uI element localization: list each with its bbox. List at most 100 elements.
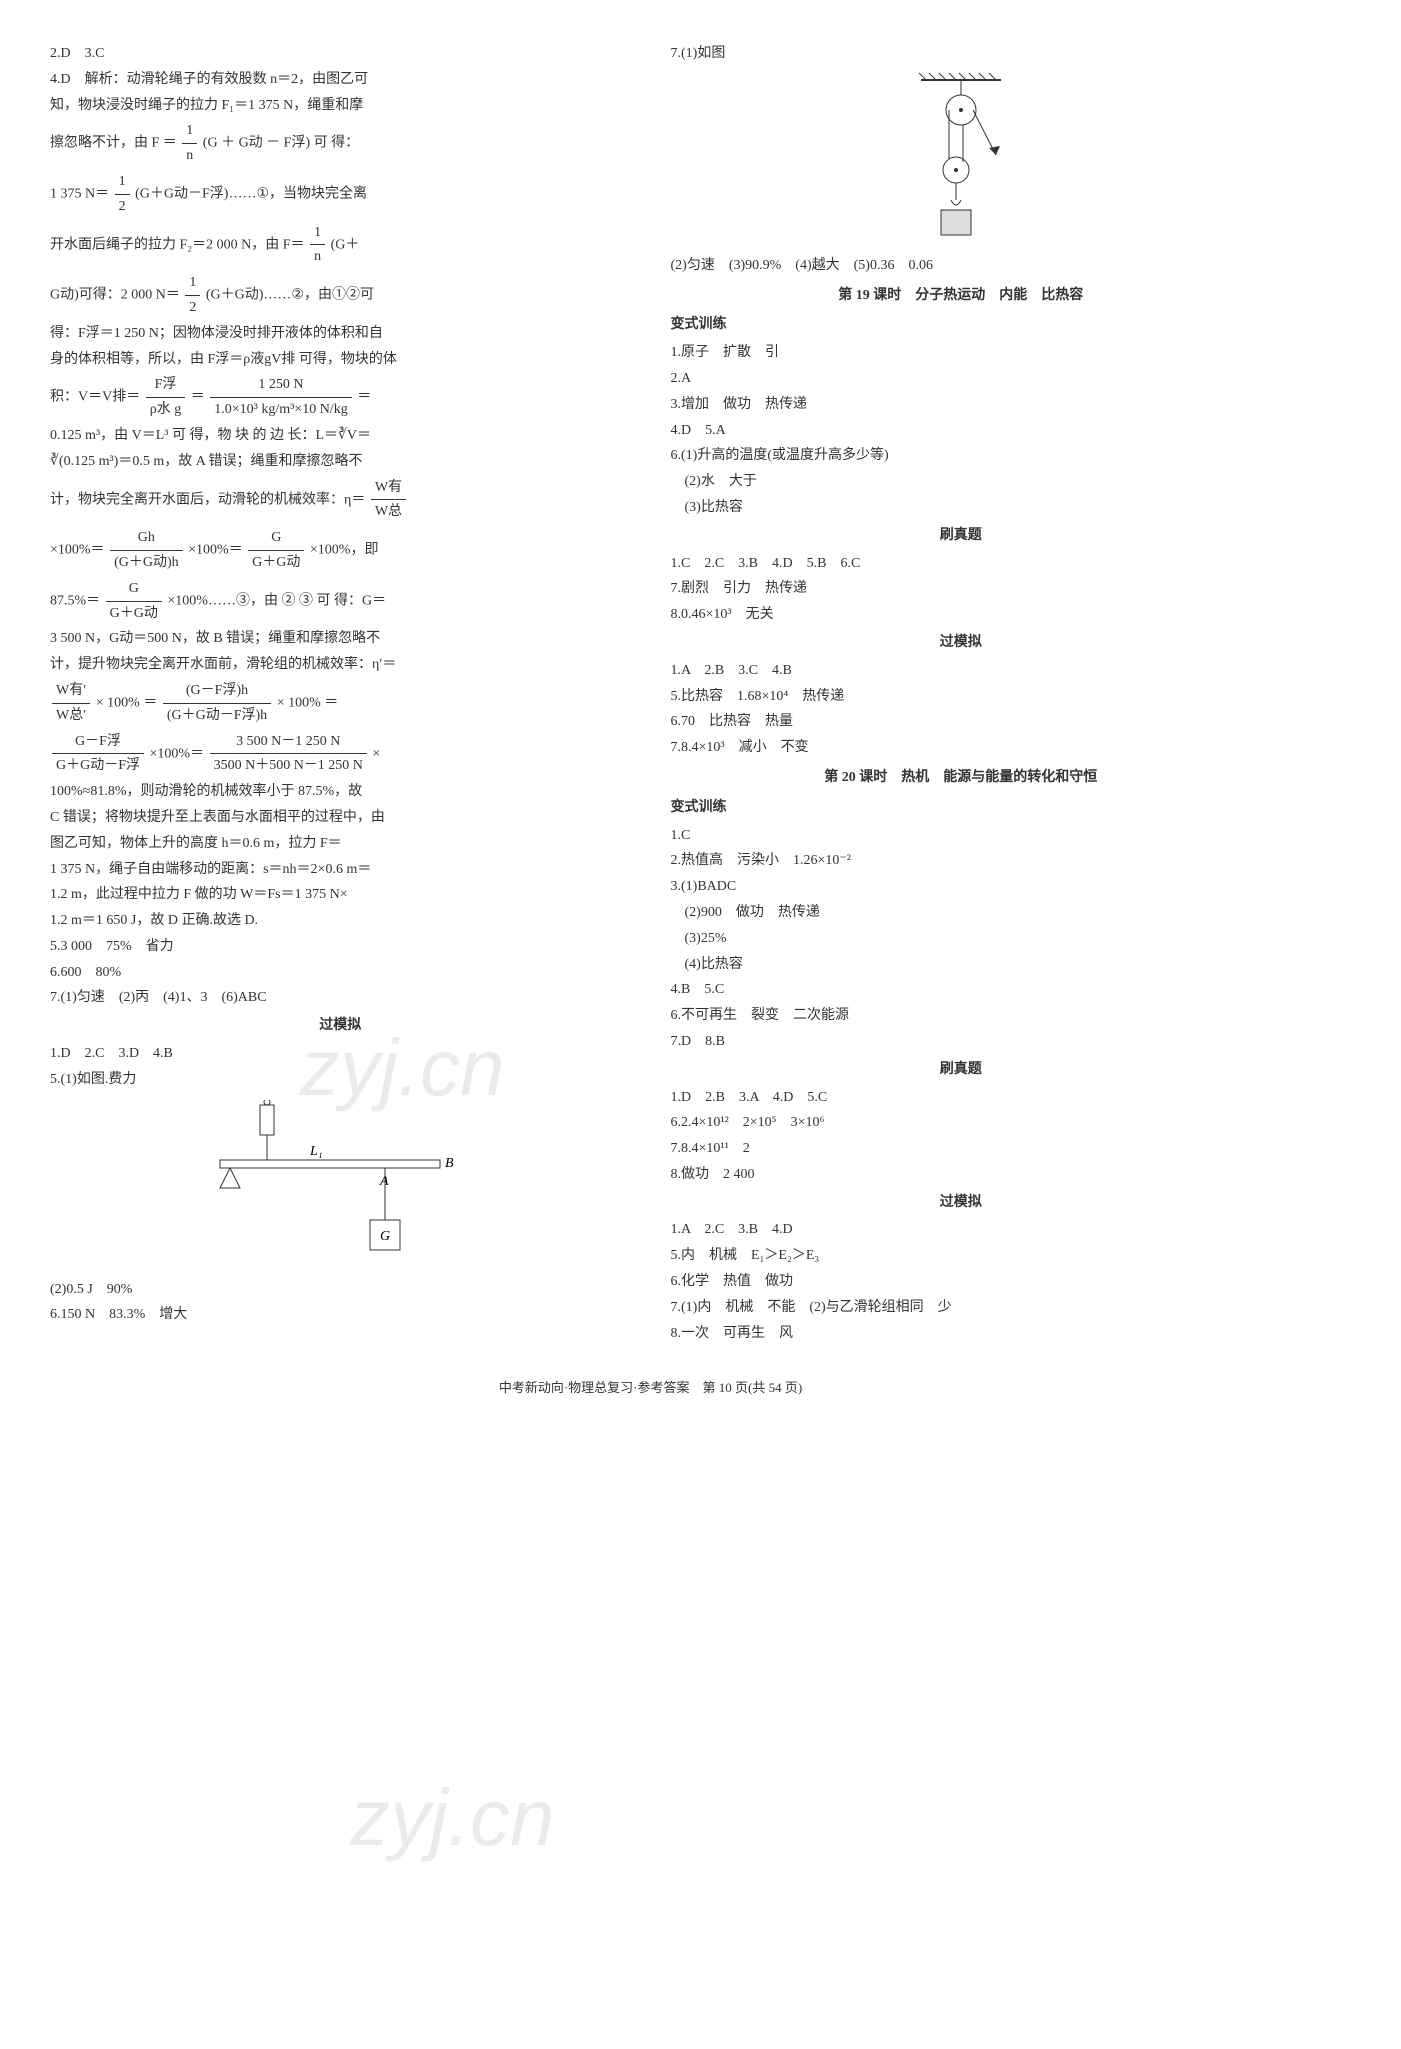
ans-line: 1.原子 扩散 引 <box>671 341 1252 365</box>
text: × 100% ＝ <box>96 695 158 710</box>
text: × <box>372 746 380 761</box>
ans-line: 计，物块完全离开水面后，动滑轮的机械效率：η＝ W有W总 <box>50 476 631 525</box>
ans-line: 7.8.4×10³ 减小 不变 <box>671 736 1252 760</box>
ans-line: 4.D 解析：动滑轮绳子的有效股数 n＝2，由图乙可 <box>50 68 631 92</box>
label-B: B <box>445 1156 454 1171</box>
ans-line: 积：V＝V排＝ F浮ρ水 g ＝ 1 250 N1.0×10³ kg/m³×10… <box>50 373 631 422</box>
page-footer: 中考新动向·物理总复习·参考答案 第 10 页(共 54 页) <box>50 1377 1251 1399</box>
fraction: GG＋G动 <box>106 577 162 626</box>
ans-line: 身的体积相等，所以，由 F浮＝ρ液gV排 可得，物块的体 <box>50 348 631 372</box>
ans-line: (2)匀速 (3)90.9% (4)越大 (5)0.36 0.06 <box>671 254 1252 278</box>
text: ＝ <box>191 390 205 405</box>
mock-title: 过模拟 <box>671 631 1252 655</box>
ans-line: 6.2.4×10¹² 2×10⁵ 3×10⁶ <box>671 1111 1252 1135</box>
ans-line: 1.D 2.B 3.A 4.D 5.C <box>671 1086 1252 1110</box>
text: 积：V＝V排＝ <box>50 390 140 405</box>
ans-line: 开水面后绳子的拉力 F₂＝2 000 N，由 F＝ 1n (G＋ <box>50 221 631 270</box>
ans-line: 1.A 2.C 3.B 4.D <box>671 1218 1252 1242</box>
fraction: 3 500 N－1 250 N3500 N＋500 N－1 250 N <box>210 730 367 779</box>
ans-line: (2)0.5 J 90% <box>50 1278 631 1302</box>
text: (G＋ <box>331 237 360 252</box>
ans-line: 7.(1)匀速 (2)丙 (4)1、3 (6)ABC <box>50 986 631 1010</box>
ans-line: 2.热值高 污染小 1.26×10⁻² <box>671 849 1252 873</box>
ans-line: 4.B 5.C <box>671 978 1252 1002</box>
ans-line: 2.D 3.C <box>50 42 631 66</box>
text: ×100%……③，由 ② ③ 可 得：G＝ <box>167 593 386 608</box>
ans-line: 8.做功 2 400 <box>671 1163 1252 1187</box>
ans-line: 擦忽略不计，由 F ＝ 1n (G ＋ G动 － F浮) 可 得： <box>50 119 631 168</box>
ans-line: 1.2 m，此过程中拉力 F 做的功 W＝Fs＝1 375 N× <box>50 883 631 907</box>
text: ×100%＝ <box>150 746 205 761</box>
ans-line: 3.(1)BADC <box>671 875 1252 899</box>
left-column: 2.D 3.C 4.D 解析：动滑轮绳子的有效股数 n＝2，由图乙可 知，物块浸… <box>50 40 631 1347</box>
label-A: A <box>379 1174 389 1189</box>
ans-line: G－F浮G＋G动－F浮 ×100%＝ 3 500 N－1 250 N3500 N… <box>50 730 631 779</box>
watermark: zyj.cn <box>350 1750 555 1886</box>
ans-line: (2)900 做功 热传递 <box>671 901 1252 925</box>
text: 计，物块完全离开水面后，动滑轮的机械效率：η＝ <box>50 492 365 507</box>
fraction: 1n <box>310 221 325 270</box>
ans-line: 7.(1)内 机械 不能 (2)与乙滑轮组相同 少 <box>671 1296 1252 1320</box>
ans-line: 7.剧烈 引力 热传递 <box>671 577 1252 601</box>
text: (G＋G动－F浮)……①，当物块完全离 <box>135 187 367 202</box>
real-q-title: 刷真题 <box>671 1058 1252 1082</box>
lever-figure: L₁ A B G <box>50 1100 631 1270</box>
fraction: W有′W总′ <box>52 679 90 728</box>
real-q-title: 刷真题 <box>671 524 1252 548</box>
ans-line: 6.600 80% <box>50 961 631 985</box>
ans-line: 6.不可再生 裂变 二次能源 <box>671 1004 1252 1028</box>
ans-line: G动)可得：2 000 N＝ 12 (G＋G动)……②，由①②可 <box>50 271 631 320</box>
text: 87.5%＝ <box>50 593 100 608</box>
ans-line: 7.(1)如图 <box>671 42 1252 66</box>
ans-line: 0.125 m³，由 V＝L³ 可 得，物 块 的 边 长：L＝∛V＝ <box>50 424 631 448</box>
section-20-title: 第 20 课时 热机 能源与能量的转化和守恒 <box>671 766 1252 790</box>
ans-line: (3)25% <box>671 927 1252 951</box>
text: 擦忽略不计，由 F ＝ <box>50 136 177 151</box>
text: 1 375 N＝ <box>50 187 109 202</box>
ans-line: C 错误；将物块提升至上表面与水面相平的过程中，由 <box>50 806 631 830</box>
ans-line: 得：F浮＝1 250 N；因物体浸没时排开液体的体积和自 <box>50 322 631 346</box>
variant-title: 变式训练 <box>671 313 1252 337</box>
ans-line: 100%≈81.8%，则动滑轮的机械效率小于 87.5%，故 <box>50 780 631 804</box>
pulley-figure <box>671 70 1252 250</box>
ans-line: ×100%＝ Gh(G＋G动)h ×100%＝ GG＋G动 ×100%，即 <box>50 526 631 575</box>
label-L1: L₁ <box>309 1144 323 1159</box>
mock-title: 过模拟 <box>671 1191 1252 1215</box>
fraction: 1 250 N1.0×10³ kg/m³×10 N/kg <box>210 373 351 422</box>
ans-line: 5.比热容 1.68×10⁴ 热传递 <box>671 685 1252 709</box>
fraction: GG＋G动 <box>248 526 304 575</box>
text: ×100%＝ <box>188 543 243 558</box>
page: 2.D 3.C 4.D 解析：动滑轮绳子的有效股数 n＝2，由图乙可 知，物块浸… <box>50 40 1251 1347</box>
ans-line: 5.3 000 75% 省力 <box>50 935 631 959</box>
ans-line: 1.C <box>671 824 1252 848</box>
fraction: G－F浮G＋G动－F浮 <box>52 730 144 779</box>
ans-line: 1.C 2.C 3.B 4.D 5.B 6.C <box>671 552 1252 576</box>
ans-line: ∛(0.125 m³)＝0.5 m，故 A 错误；绳重和摩擦忽略不 <box>50 450 631 474</box>
ans-line: 3.增加 做功 热传递 <box>671 393 1252 417</box>
fraction: 1n <box>182 119 197 168</box>
ans-line: 6.70 比热容 热量 <box>671 710 1252 734</box>
ans-line: 8.0.46×10³ 无关 <box>671 603 1252 627</box>
fraction: F浮ρ水 g <box>146 373 186 422</box>
section-19-title: 第 19 课时 分子热运动 内能 比热容 <box>671 284 1252 308</box>
ans-line: 图乙可知，物体上升的高度 h＝0.6 m，拉力 F＝ <box>50 832 631 856</box>
fraction: 12 <box>185 271 200 320</box>
ans-line: (2)水 大于 <box>671 470 1252 494</box>
fraction: Gh(G＋G动)h <box>110 526 183 575</box>
text: (G＋G动)……②，由①②可 <box>206 288 374 303</box>
fraction: W有W总 <box>371 476 406 525</box>
ans-line: 4.D 5.A <box>671 419 1252 443</box>
ans-line: 5.内 机械 E₁＞E₂＞E₃ <box>671 1244 1252 1268</box>
ans-line: 5.(1)如图.费力 <box>50 1068 631 1092</box>
ans-line: 计，提升物块完全离开水面前，滑轮组的机械效率：η′＝ <box>50 653 631 677</box>
text: G动)可得：2 000 N＝ <box>50 288 180 303</box>
ans-line: 1.2 m＝1 650 J，故 D 正确.故选 D. <box>50 909 631 933</box>
ans-line: 1 375 N，绳子自由端移动的距离：s＝nh＝2×0.6 m＝ <box>50 858 631 882</box>
ans-line: 6.化学 热值 做功 <box>671 1270 1252 1294</box>
ans-line: 87.5%＝ GG＋G动 ×100%……③，由 ② ③ 可 得：G＝ <box>50 577 631 626</box>
ans-line: 2.A <box>671 367 1252 391</box>
ans-line: (4)比热容 <box>671 953 1252 977</box>
ans-line: W有′W总′ × 100% ＝ (G－F浮)h(G＋G动－F浮)h × 100%… <box>50 679 631 728</box>
text: ＝ <box>357 390 371 405</box>
variant-title: 变式训练 <box>671 796 1252 820</box>
